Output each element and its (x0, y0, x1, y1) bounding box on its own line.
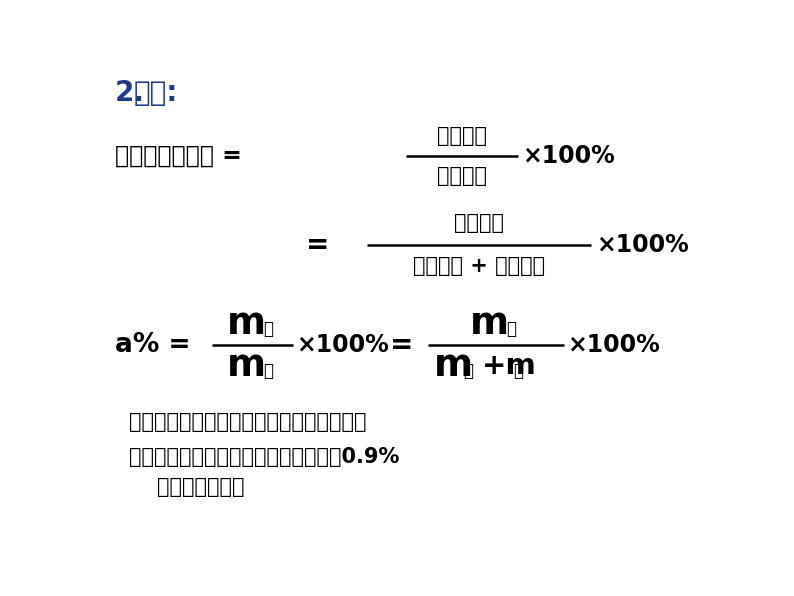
Text: 溶质质量: 溶质质量 (454, 213, 504, 233)
Text: 溶质质量: 溶质质量 (437, 126, 487, 146)
Text: 2.: 2. (115, 79, 145, 107)
Text: m: m (434, 347, 473, 384)
Text: 质: 质 (506, 321, 516, 339)
Text: ×100%: ×100% (522, 144, 615, 168)
Text: a% =: a% = (115, 332, 191, 358)
Text: ×100%: ×100% (568, 333, 660, 357)
Text: 质: 质 (513, 362, 523, 380)
Text: 溶质的质量分数 =: 溶质的质量分数 = (115, 144, 241, 168)
Text: 溶剂质量 + 溶质质量: 溶剂质量 + 溶质质量 (413, 256, 545, 277)
Text: ×100%: ×100% (296, 333, 389, 357)
Text: 液: 液 (263, 362, 273, 380)
Text: 的氯化钠溶液。: 的氯化钠溶液。 (157, 477, 245, 497)
Text: 例如：医用生理盐水是溶质质量分数为0.9%: 例如：医用生理盐水是溶质质量分数为0.9% (129, 446, 399, 467)
Text: 溶质的质量分数可以用小数或百分数表示。: 溶质的质量分数可以用小数或百分数表示。 (129, 412, 366, 432)
Text: =: = (306, 231, 330, 259)
Text: m: m (470, 306, 510, 342)
Text: 公式:: 公式: (133, 79, 178, 107)
Text: +m: +m (482, 352, 537, 380)
Text: ×100%: ×100% (596, 233, 688, 257)
Text: m: m (227, 306, 266, 342)
Text: m: m (227, 347, 266, 384)
Text: 溶液质量: 溶液质量 (437, 166, 487, 186)
Text: 剂: 剂 (464, 362, 473, 380)
Text: =: = (390, 331, 413, 359)
Text: 质: 质 (263, 321, 273, 339)
